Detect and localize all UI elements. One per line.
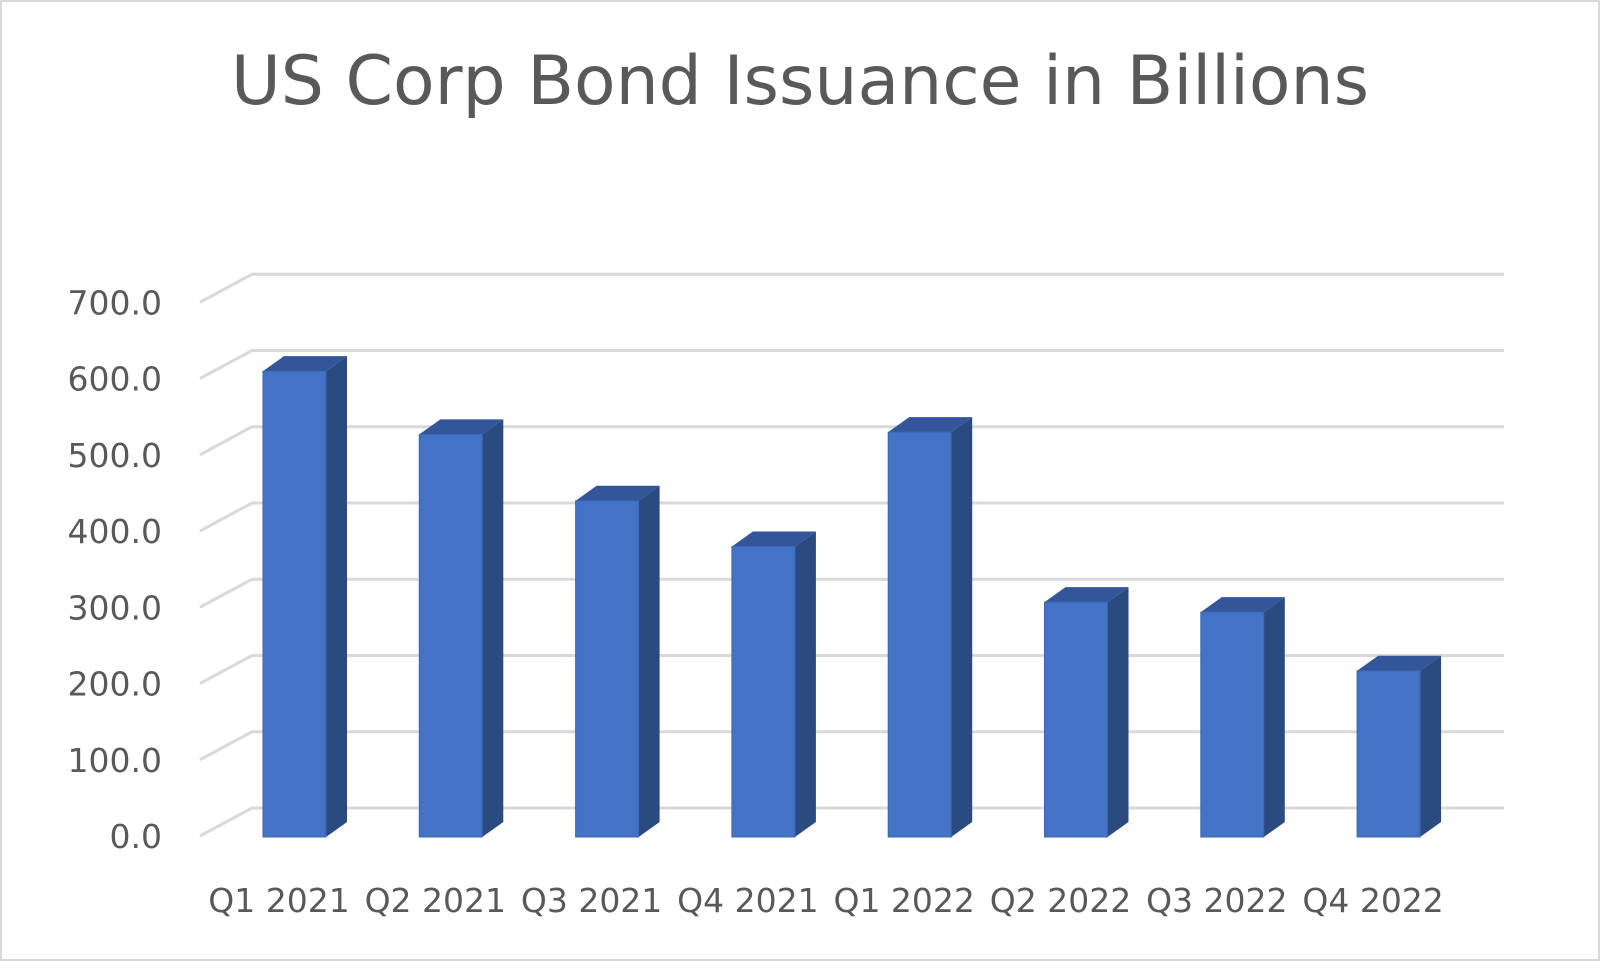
bar-side	[1107, 587, 1129, 837]
bar-side	[1420, 655, 1442, 837]
bar-front	[731, 545, 796, 838]
y-tick-label: 300.0	[68, 588, 162, 627]
bar-front	[1356, 670, 1421, 838]
x-tick-label: Q4 2021	[677, 881, 818, 920]
gridline	[199, 654, 1504, 685]
bar-side	[482, 419, 504, 837]
bar-top	[1200, 597, 1285, 613]
y-axis-ticks: 0.0 100.0 200.0 300.0 400.0 500.0 600.0 700.0	[68, 283, 162, 856]
gridline	[199, 349, 1504, 380]
y-tick-label: 500.0	[68, 436, 162, 475]
y-tick-label: 700.0	[68, 283, 162, 322]
bar	[1356, 655, 1442, 838]
bar-front	[1044, 601, 1108, 838]
grid-layer	[199, 272, 1504, 838]
y-tick-label: 600.0	[68, 360, 162, 399]
bar-top	[575, 485, 660, 501]
y-tick-label: 200.0	[68, 665, 162, 704]
x-tick-label: Q3 2021	[521, 881, 662, 920]
gridline	[199, 577, 1504, 609]
x-tick-label: Q2 2021	[365, 881, 506, 920]
gridline	[199, 501, 1504, 533]
x-tick-label: Q1 2022	[833, 881, 974, 920]
bar	[1044, 587, 1129, 838]
bar-front	[1200, 611, 1265, 838]
bar-top	[419, 419, 504, 435]
bar-side	[1263, 597, 1285, 837]
bar-front	[887, 431, 952, 838]
bar	[418, 419, 504, 838]
bar-side	[326, 356, 347, 837]
x-tick-label: Q1 2021	[208, 881, 349, 920]
bar-side	[638, 485, 660, 837]
y-tick-label: 0.0	[110, 817, 162, 856]
bar	[262, 356, 347, 838]
gridline	[199, 730, 1504, 762]
bar-top	[263, 356, 347, 372]
bar-top	[1357, 655, 1442, 671]
bar	[575, 485, 660, 838]
gridline	[199, 272, 1504, 304]
x-tick-label: Q2 2022	[990, 881, 1131, 920]
bar-side	[794, 531, 816, 837]
x-tick-label: Q4 2022	[1302, 881, 1443, 920]
bars	[262, 356, 1442, 838]
bar-top	[888, 417, 973, 433]
bar-side	[951, 417, 973, 837]
bar-front	[262, 370, 327, 838]
x-tick-label: Q3 2022	[1146, 881, 1287, 920]
bar	[731, 531, 816, 838]
y-tick-label: 400.0	[68, 512, 162, 551]
gridline	[199, 806, 1504, 838]
bar-front	[418, 433, 483, 838]
bar-front	[575, 500, 640, 838]
gridline	[199, 425, 1504, 457]
chart-title: US Corp Bond Issuance in Billions	[230, 42, 1370, 121]
y-tick-label: 100.0	[68, 741, 162, 780]
x-axis-ticks: Q1 2021 Q2 2021 Q3 2021 Q4 2021 Q1 2022 Q2 20…	[208, 881, 1444, 920]
bar	[887, 417, 973, 838]
bar-top	[1044, 587, 1129, 603]
bar	[1200, 597, 1285, 838]
bar-top	[731, 531, 816, 547]
